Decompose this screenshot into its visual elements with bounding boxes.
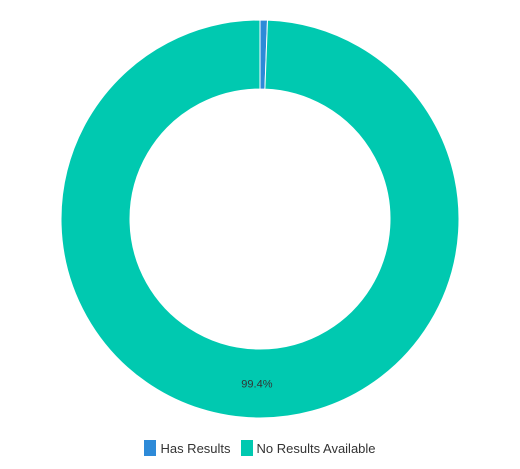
legend: Has Results No Results Available xyxy=(0,439,520,457)
legend-item-has-results[interactable]: Has Results xyxy=(144,440,231,456)
legend-label-has-results: Has Results xyxy=(160,440,231,456)
slice-no-results-available[interactable] xyxy=(60,19,460,419)
legend-swatch-has-results xyxy=(144,440,157,456)
legend-item-no-results-available[interactable]: No Results Available xyxy=(240,440,376,456)
data-label-no-results-available: 99.4% xyxy=(241,378,272,390)
legend-label-no-results-available: No Results Available xyxy=(256,440,376,456)
legend-swatch-no-results-available xyxy=(240,440,253,456)
